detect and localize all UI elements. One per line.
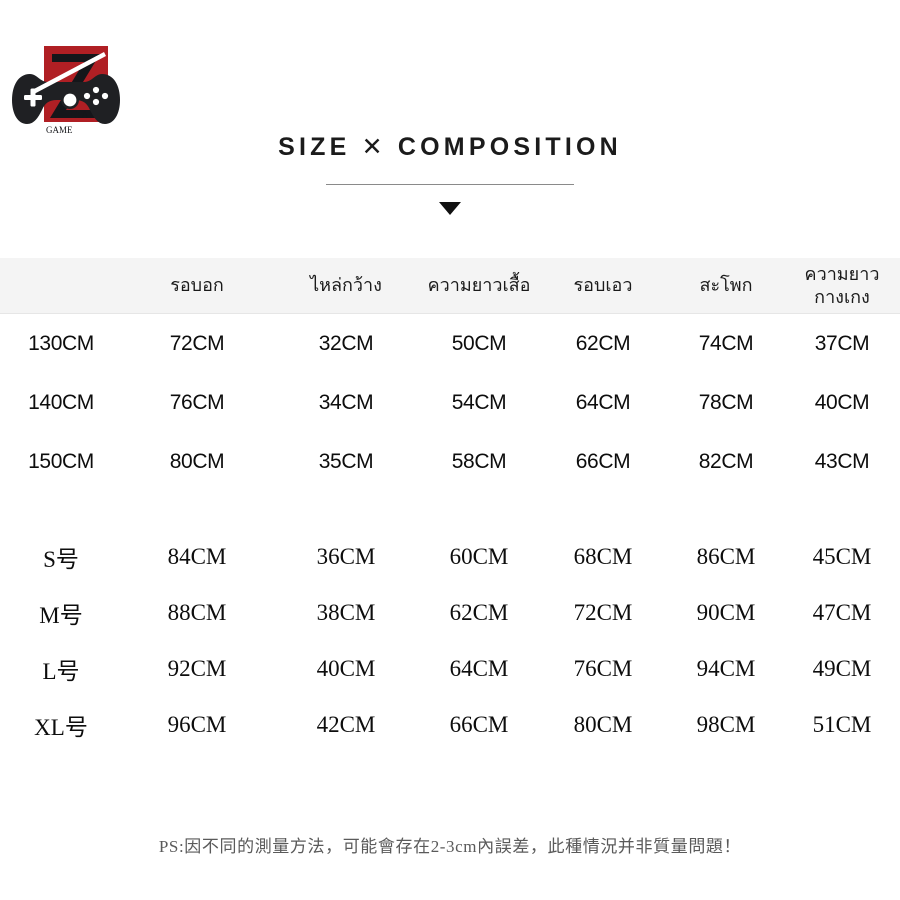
column-header-hip: สะโพก: [668, 258, 784, 314]
cell-waist: 76CM: [573, 656, 633, 681]
table-row: 130CM 72CM 32CM 50CM 62CM 74CM 37CM: [0, 314, 900, 374]
logo-game-text: GAME: [46, 125, 73, 135]
cell-waist: 66CM: [575, 449, 631, 473]
table-body: 130CM 72CM 32CM 50CM 62CM 74CM 37CM 140C…: [0, 314, 900, 754]
cell-top-length: 50CM: [451, 331, 507, 355]
cell-top-length: 62CM: [449, 600, 509, 625]
spacer-cell: [0, 491, 900, 529]
measurement-disclaimer: PS:因不同的測量方法，可能會存在2-3cm內誤差，此種情況并非質量問題！: [158, 837, 742, 856]
table-row: 150CM 80CM 35CM 58CM 66CM 82CM 43CM: [0, 432, 900, 491]
row-size-label: S号: [43, 547, 79, 572]
cell-shoulder: 32CM: [318, 331, 374, 355]
row-size-label: L号: [42, 659, 80, 684]
cell-chest: 76CM: [169, 390, 225, 414]
cell-hip: 86CM: [696, 544, 756, 569]
cell-hip: 78CM: [698, 390, 754, 414]
table-section-spacer: [0, 491, 900, 529]
cell-top-length: 54CM: [451, 390, 507, 414]
column-header-waist: รอบเอว: [538, 258, 668, 314]
title-block: SIZE ✕ COMPOSITION: [0, 132, 900, 215]
cell-hip: 98CM: [696, 712, 756, 737]
column-header-size: [0, 258, 122, 314]
cell-top-length: 60CM: [449, 544, 509, 569]
row-size-label: XL号: [34, 715, 88, 740]
column-header-shoulder: ไหล่กว้าง: [272, 258, 420, 314]
cell-waist: 62CM: [575, 331, 631, 355]
page-title: SIZE ✕ COMPOSITION: [278, 133, 622, 161]
table-header-row: รอบอก ไหล่กว้าง ความยาวเสื้อ รอบเอว สะโพ…: [0, 258, 900, 314]
title-divider: [326, 184, 574, 185]
cell-shoulder: 38CM: [316, 600, 376, 625]
row-size-label: 150CM: [28, 449, 94, 473]
row-size-label: 130CM: [28, 331, 94, 355]
cell-waist: 72CM: [573, 600, 633, 625]
cell-hip: 90CM: [696, 600, 756, 625]
table-row: M号 88CM 38CM 62CM 72CM 90CM 47CM: [0, 585, 900, 641]
logo-eta-text: ETA: [70, 110, 89, 121]
cell-shoulder: 35CM: [318, 449, 374, 473]
table-row: XL号 96CM 42CM 66CM 80CM 98CM 51CM: [0, 697, 900, 753]
cell-top-length: 58CM: [451, 449, 507, 473]
cell-pants-length: 43CM: [814, 449, 870, 473]
cell-hip: 94CM: [696, 656, 756, 681]
row-size-label: 140CM: [28, 390, 94, 414]
brand-logo: ETA GAME: [8, 38, 124, 138]
cell-chest: 92CM: [167, 656, 227, 681]
cell-shoulder: 36CM: [316, 544, 376, 569]
column-header-chest: รอบอก: [122, 258, 272, 314]
cell-shoulder: 34CM: [318, 390, 374, 414]
column-header-top-length: ความยาวเสื้อ: [420, 258, 538, 314]
cell-chest: 80CM: [169, 449, 225, 473]
cell-waist: 64CM: [575, 390, 631, 414]
cell-top-length: 66CM: [449, 712, 509, 737]
cell-pants-length: 47CM: [812, 600, 872, 625]
cell-chest: 88CM: [167, 600, 227, 625]
table-row: S号 84CM 36CM 60CM 68CM 86CM 45CM: [0, 529, 900, 585]
cell-shoulder: 42CM: [316, 712, 376, 737]
row-size-label: M号: [39, 603, 83, 628]
cell-pants-length: 51CM: [812, 712, 872, 737]
cell-shoulder: 40CM: [316, 656, 376, 681]
cell-hip: 82CM: [698, 449, 754, 473]
cell-waist: 80CM: [573, 712, 633, 737]
cell-pants-length: 40CM: [814, 390, 870, 414]
cell-chest: 84CM: [167, 544, 227, 569]
cell-top-length: 64CM: [449, 656, 509, 681]
table-row: 140CM 76CM 34CM 54CM 64CM 78CM 40CM: [0, 373, 900, 432]
cell-pants-length: 45CM: [812, 544, 872, 569]
gamepad-icon: ETA GAME: [12, 46, 120, 135]
cell-pants-length: 37CM: [814, 331, 870, 355]
table-row: L号 92CM 40CM 64CM 76CM 94CM 49CM: [0, 641, 900, 697]
cell-chest: 72CM: [169, 331, 225, 355]
cell-pants-length: 49CM: [812, 656, 872, 681]
cell-hip: 74CM: [698, 331, 754, 355]
cell-waist: 68CM: [573, 544, 633, 569]
cell-chest: 96CM: [167, 712, 227, 737]
caret-down-icon: [439, 202, 461, 215]
size-chart-table: รอบอก ไหล่กว้าง ความยาวเสื้อ รอบเอว สะโพ…: [0, 258, 900, 753]
column-header-pants-length: ความยาวกางเกง: [784, 258, 900, 314]
